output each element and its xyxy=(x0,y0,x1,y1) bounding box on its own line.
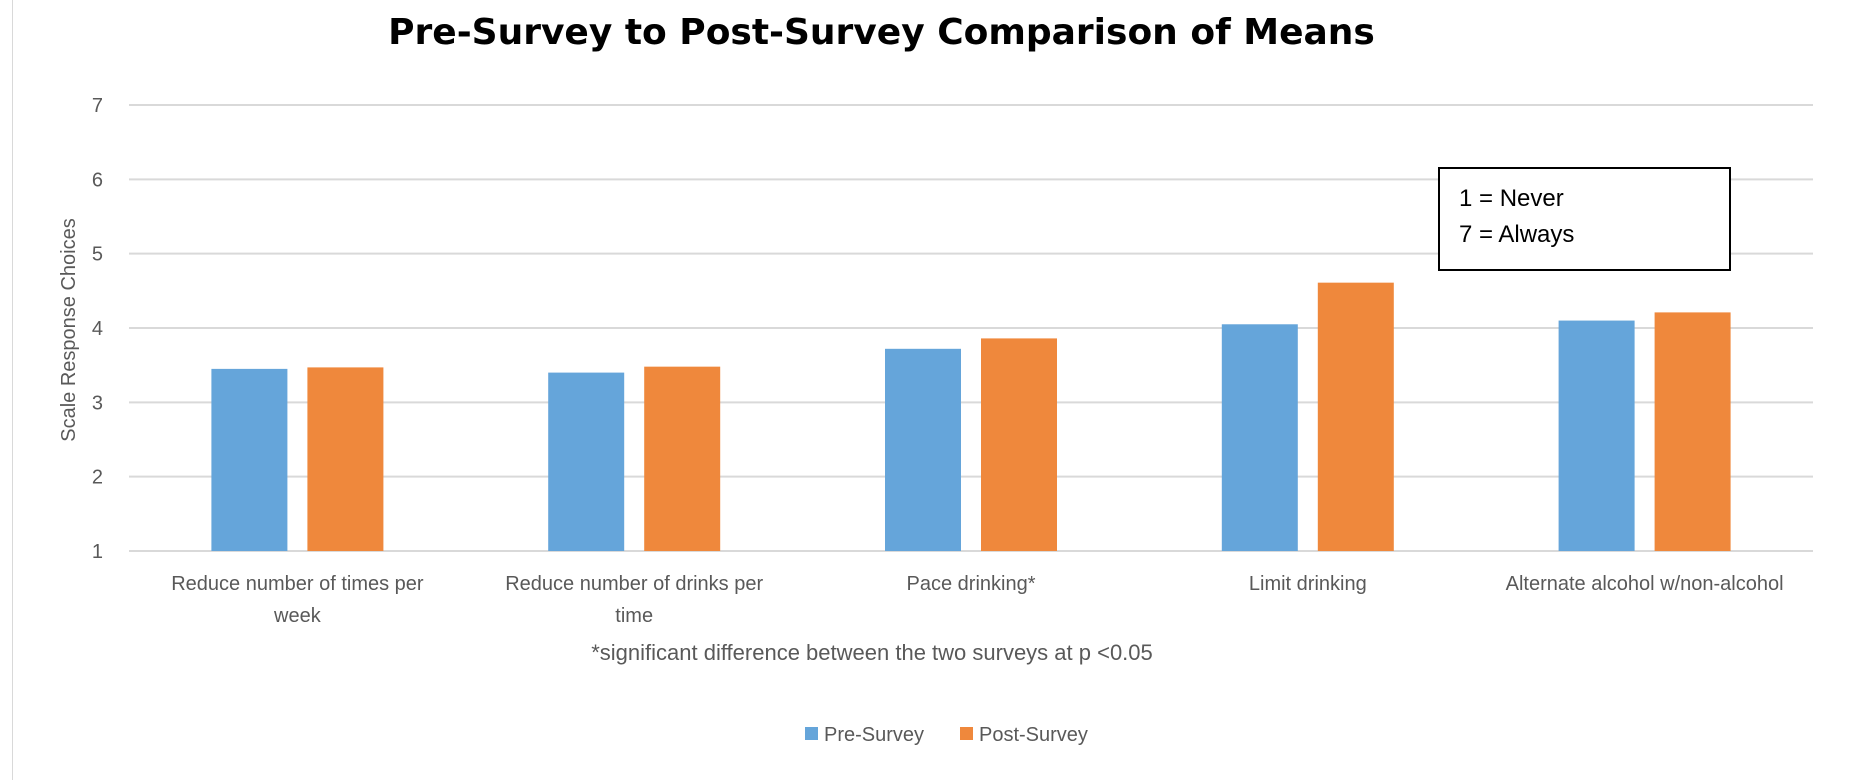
bar-pre-survey-1 xyxy=(548,372,625,551)
legend: Pre-Survey Post-Survey xyxy=(805,724,1088,746)
y-tick-label: 2 xyxy=(92,467,103,489)
legend-label: Pre-Survey xyxy=(824,724,924,746)
y-tick-label: 7 xyxy=(92,95,103,117)
y-tick-label: 5 xyxy=(92,244,103,266)
scale-box-border xyxy=(1438,167,1731,271)
scale-box-line-2: 7 = Always xyxy=(1459,221,1574,248)
legend-swatch-pre-survey xyxy=(805,727,818,740)
category-label: time xyxy=(615,605,653,627)
bar-pre-survey-3 xyxy=(1221,324,1298,551)
category-label: Pace drinking* xyxy=(907,573,1036,595)
bar-pre-survey-4 xyxy=(1558,320,1635,551)
y-tick-label: 3 xyxy=(92,392,103,414)
y-tick-label: 4 xyxy=(92,318,103,340)
category-label: Alternate alcohol w/non-alcohol xyxy=(1506,573,1784,595)
bar-pre-survey-0 xyxy=(211,368,288,551)
category-label: week xyxy=(273,605,322,627)
bars xyxy=(211,282,1731,551)
bar-post-survey-0 xyxy=(307,367,384,551)
y-axis-ticks: 1 2 3 4 5 6 7 xyxy=(92,95,103,563)
y-tick-label: 6 xyxy=(92,169,103,191)
chart-frame: Pre-Survey to Post-Survey Comparison of … xyxy=(12,0,1849,780)
y-axis-label: Scale Response Choices xyxy=(58,218,80,441)
legend-swatch-post-survey xyxy=(960,727,973,740)
significance-note: *significant difference between the two … xyxy=(591,640,1153,665)
legend-label: Post-Survey xyxy=(979,724,1088,746)
bar-pre-survey-2 xyxy=(885,348,961,551)
chart-title: Pre-Survey to Post-Survey Comparison of … xyxy=(388,12,1375,53)
bar-chart: 1 2 3 4 5 6 7 Scale Response Choices Reduce nu… xyxy=(58,95,1813,746)
scale-legend-box: 1 = Never 7 = Always xyxy=(1438,167,1731,271)
bar-post-survey-2 xyxy=(981,338,1057,551)
category-label: Reduce number of drinks per xyxy=(505,573,763,595)
scale-box-line-1: 1 = Never xyxy=(1459,185,1564,212)
bar-post-survey-3 xyxy=(1317,282,1394,551)
category-label: Limit drinking xyxy=(1249,573,1367,595)
category-label: Reduce number of times per xyxy=(171,573,424,595)
bar-post-survey-4 xyxy=(1654,312,1731,551)
category-labels: Reduce number of times per week Reduce num… xyxy=(171,573,1783,627)
bar-post-survey-1 xyxy=(644,366,721,551)
y-tick-label: 1 xyxy=(92,541,103,563)
